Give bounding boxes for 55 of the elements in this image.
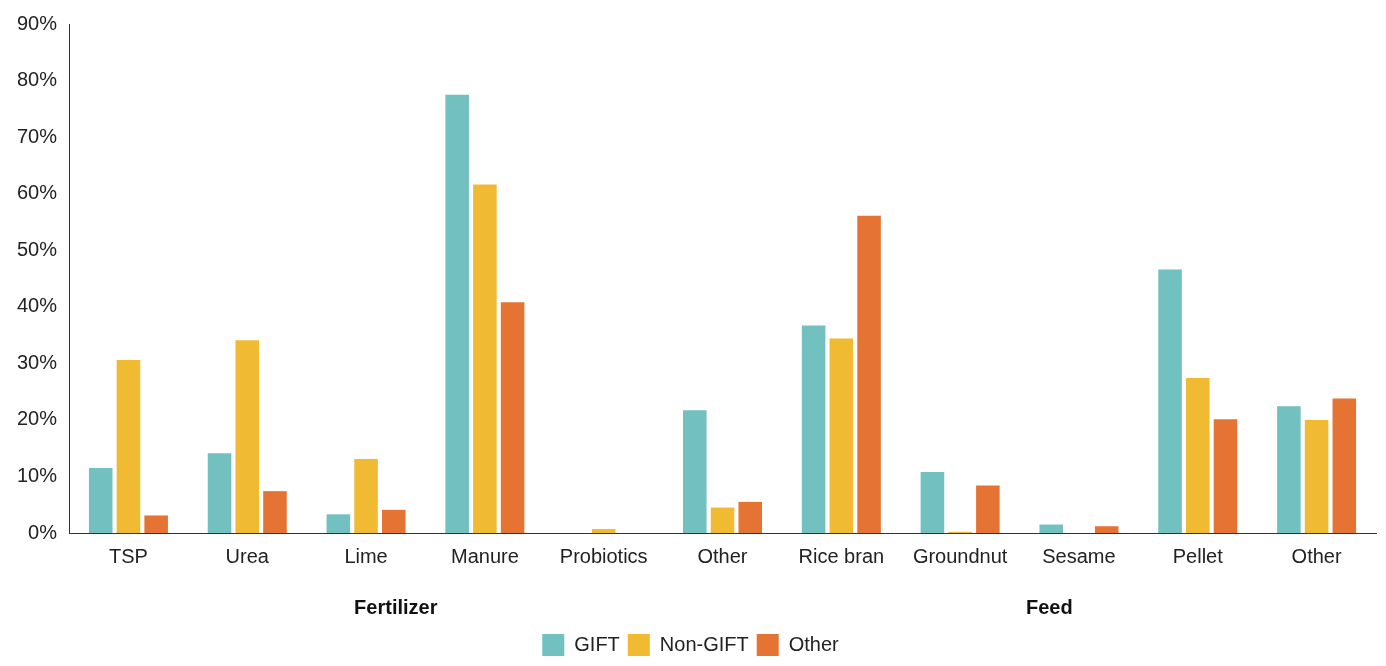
y-tick-label: 30% (17, 350, 58, 373)
x-tick-label: Other (1291, 544, 1342, 567)
bar (1213, 419, 1238, 533)
bar (1094, 526, 1119, 533)
bar (473, 184, 497, 533)
bar (710, 507, 735, 533)
bar (1277, 406, 1301, 533)
y-tick-label: 70% (17, 124, 58, 147)
bar (382, 509, 406, 533)
bar (500, 302, 525, 533)
bar (1332, 398, 1357, 533)
bar (354, 458, 378, 533)
bar (326, 514, 351, 533)
x-tick-label: Rice bran (798, 544, 885, 567)
legend-label: Other (788, 632, 840, 655)
y-tick-label: 10% (17, 463, 58, 486)
x-tick-label: Probiotics (559, 544, 648, 567)
bar (857, 215, 881, 533)
y-tick-label: 0% (28, 520, 58, 543)
legend-label: Non-GIFT (659, 632, 749, 655)
bar (801, 325, 826, 533)
text: Fertilizer (354, 595, 438, 618)
text: Feed (1025, 595, 1073, 618)
bar (263, 491, 287, 533)
bar (116, 359, 141, 533)
x-tick-label: Lime (344, 544, 388, 567)
x-tick-label: Pellet (1172, 544, 1224, 567)
bar (1185, 378, 1210, 533)
x-tick-label: Groundnut (912, 544, 1008, 567)
bar (738, 501, 763, 533)
y-tick-label: 40% (17, 294, 58, 317)
bar (920, 471, 945, 533)
bar (88, 467, 113, 533)
bar (976, 485, 1000, 533)
x-tick-label: Other (697, 544, 748, 567)
x-tick-label: TSP (108, 544, 148, 567)
x-tick-label: Urea (225, 544, 270, 567)
y-tick-label: 50% (17, 237, 58, 260)
legend-label: GIFT (574, 632, 620, 655)
bar (445, 94, 469, 533)
bar (829, 338, 854, 533)
bar (235, 340, 260, 533)
bar (1158, 269, 1182, 533)
y-tick-label: 80% (17, 68, 58, 91)
bar (683, 410, 707, 533)
y-tick-label: 90% (17, 11, 58, 34)
y-tick-label: 60% (17, 181, 58, 204)
bar (1039, 524, 1064, 533)
y-tick-label: 20% (17, 407, 58, 430)
x-tick-label: Sesame (1042, 544, 1116, 567)
bar (591, 529, 616, 533)
bar (207, 453, 232, 533)
bar (1304, 419, 1329, 533)
bar (144, 515, 168, 533)
x-tick-label: Manure (450, 544, 519, 567)
